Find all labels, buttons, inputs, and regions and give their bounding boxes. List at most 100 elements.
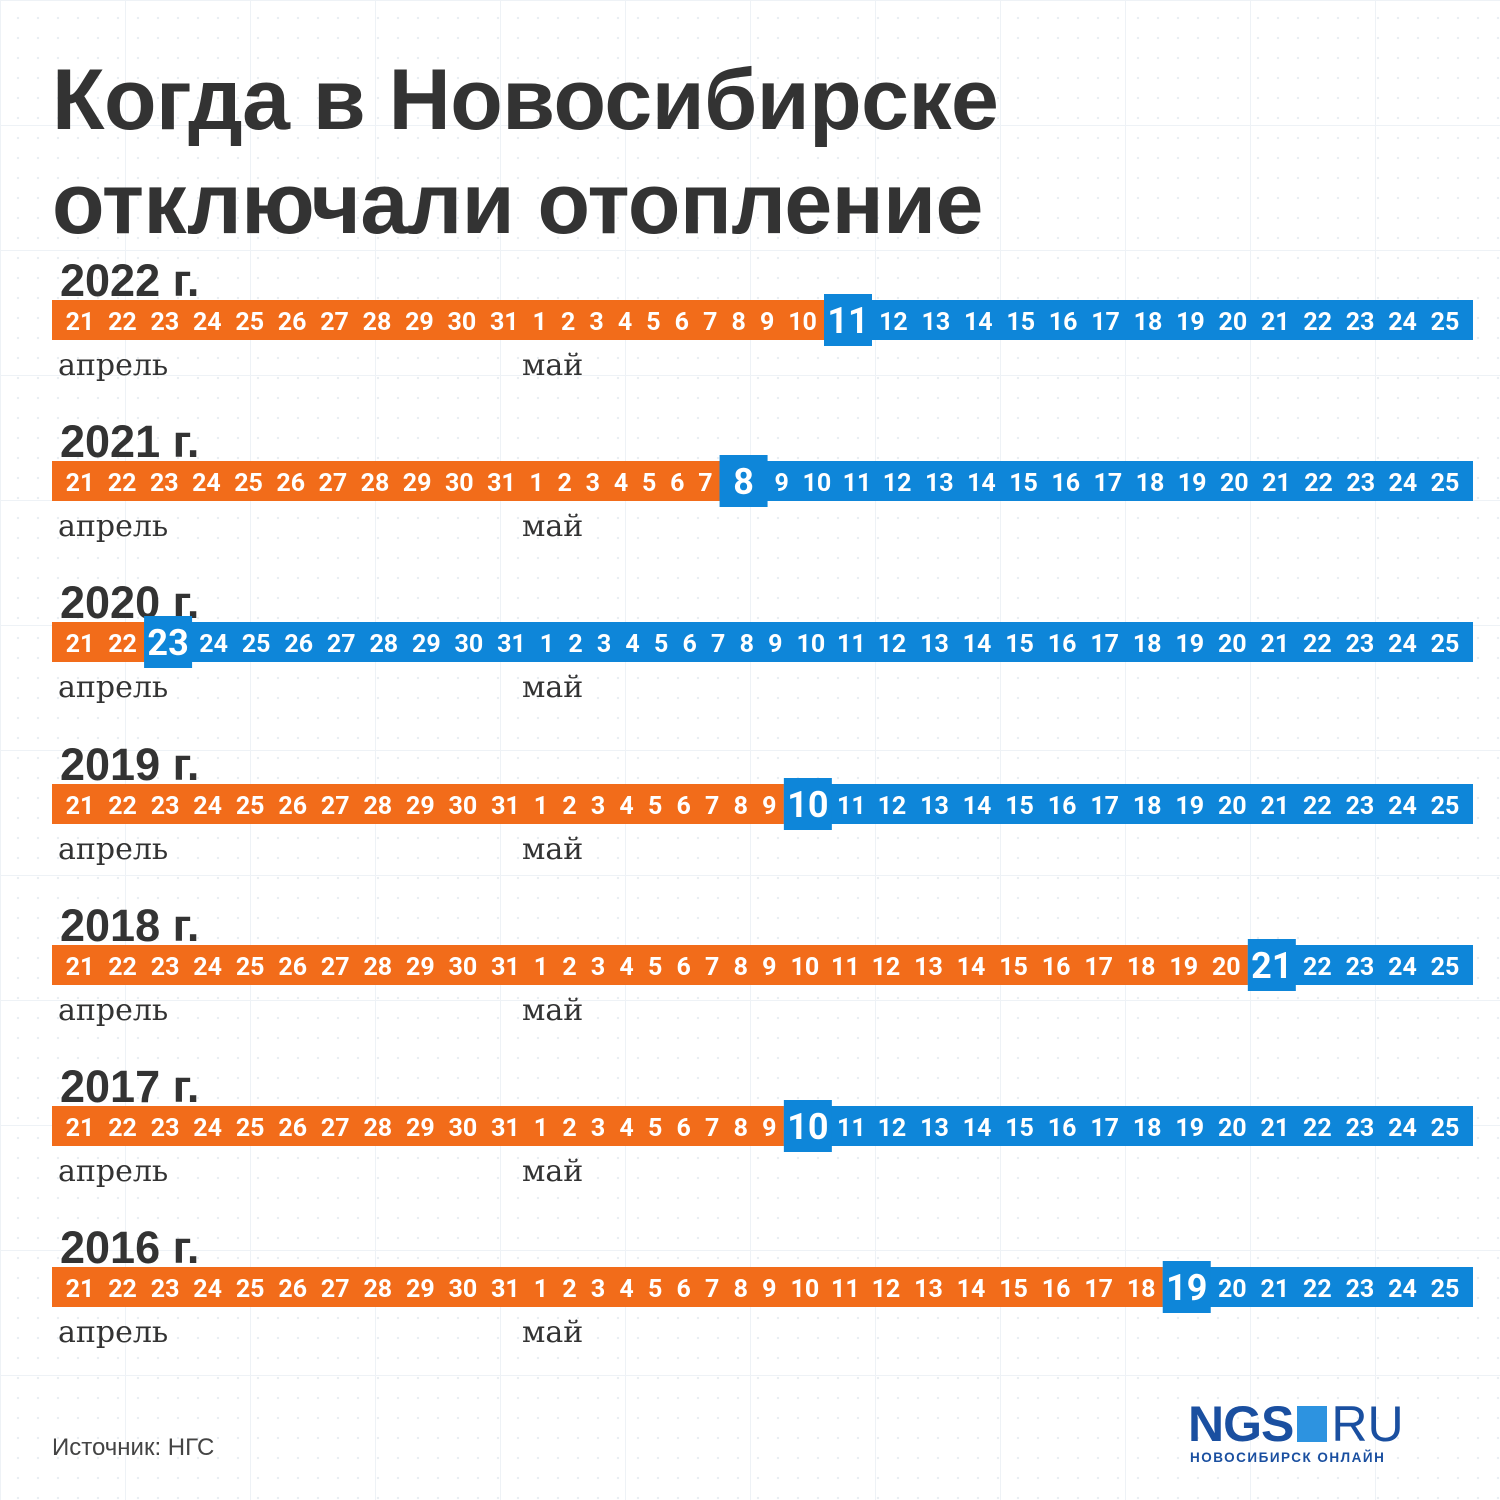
day-label: 31	[491, 1114, 520, 1143]
month-label-may: май	[522, 992, 584, 1028]
day-label: 1	[534, 792, 548, 821]
day-label: 8	[732, 308, 746, 337]
day-label: 22	[1303, 953, 1332, 982]
day-label: 30	[449, 792, 478, 821]
day-label: 13	[920, 1114, 949, 1143]
day-label: 25	[242, 630, 271, 659]
day-label: 23	[151, 953, 180, 982]
day-label: 2	[561, 308, 575, 337]
day-label: 25	[1431, 953, 1460, 982]
ngs-logo[interactable]: NGS RU НОВОСИБИРСК ОНЛАЙН	[1188, 1399, 1468, 1470]
day-label: 21	[1262, 469, 1291, 498]
month-label-april: апрель	[58, 348, 169, 383]
year-label: 2021 г.	[60, 416, 200, 468]
timeline-bar: 21 22 23 24 25 26 27 28 29 30 31 1 2 3 4 5 6 7 8 9 10 11 12 13 1…	[52, 294, 1473, 346]
day-label: 22	[108, 1114, 137, 1143]
day-label: 30	[448, 308, 477, 337]
day-label: 1	[540, 630, 554, 659]
day-label: 5	[654, 630, 668, 659]
day-label: 21	[66, 953, 95, 982]
day-label: 29	[406, 953, 435, 982]
day-label: 24	[1389, 469, 1418, 498]
day-label: 24	[1388, 792, 1417, 821]
day-label: 18	[1136, 469, 1165, 498]
day-label: 22	[1303, 308, 1332, 337]
day-label: 16	[1051, 469, 1080, 498]
day-label: 11	[837, 630, 866, 659]
day-label: 24	[199, 630, 228, 659]
day-label: 2	[562, 1275, 576, 1304]
day-label: 14	[967, 469, 996, 498]
day-label: 21	[1261, 308, 1290, 337]
day-label: 24	[192, 469, 221, 498]
day-label: 2	[562, 792, 576, 821]
timeline-bar: 21 22 23 24 25 26 27 28 29 30 31 1 2 3 4 5 6 7 8 9 10 11 12 13 1…	[52, 455, 1473, 508]
day-label: 14	[963, 1114, 992, 1143]
day-label: 21	[66, 1114, 95, 1143]
day-label: 27	[320, 308, 349, 337]
day-label: 9	[762, 953, 776, 982]
day-label: 1	[534, 953, 548, 982]
day-label: 8	[740, 630, 754, 659]
day-label: 13	[914, 953, 943, 982]
day-label: 1	[529, 469, 543, 498]
year-row: 2017 г. 21 22 23 24 25 26 27 28 29 30 31 1 2 3 4 5 6 7 8 9 10…	[0, 1062, 1500, 1222]
day-label: 11	[837, 792, 866, 821]
day-label: 23	[151, 792, 180, 821]
day-label: 25	[236, 1114, 265, 1143]
day-label: 29	[406, 792, 435, 821]
day-label: 15	[1006, 308, 1035, 337]
day-label: 1	[534, 1114, 548, 1143]
day-label: 15	[1005, 1114, 1034, 1143]
day-label: 12	[878, 630, 907, 659]
day-label: 3	[597, 630, 611, 659]
day-label: 18	[1134, 308, 1163, 337]
day-label: 9	[762, 1275, 776, 1304]
day-label: 17	[1084, 953, 1113, 982]
day-label: 22	[108, 469, 137, 498]
day-label: 13	[914, 1275, 943, 1304]
day-label: 25	[1431, 308, 1460, 337]
day-label: 29	[406, 1275, 435, 1304]
day-label: 3	[591, 1275, 605, 1304]
shutoff-day-label: 11	[827, 300, 868, 342]
shutoff-day-box	[1247, 938, 1296, 991]
day-label: 16	[1042, 953, 1071, 982]
day-label: 26	[278, 308, 307, 337]
shutoff-day-box	[1162, 1261, 1211, 1314]
shutoff-day-box	[783, 1100, 832, 1152]
day-label: 20	[1212, 953, 1241, 982]
timeline-bar: 21 22 23 24 25 26 27 28 29 30 31 1 2 3 4 5 6 7 8 9 10 11 12 13 1…	[52, 777, 1473, 830]
day-label: 3	[586, 469, 600, 498]
day-label: 21	[66, 308, 95, 337]
day-label: 11	[837, 1114, 866, 1143]
shutoff-day-label: 8	[733, 461, 754, 503]
day-label: 6	[677, 1275, 691, 1304]
day-label: 31	[490, 308, 519, 337]
timeline-bar: 21 22 23 24 25 26 27 28 29 30 31 1 2 3 4 5 6 7 8 9 10 11 12 13 1…	[52, 938, 1473, 991]
source-note: Источник: НГС	[52, 1434, 215, 1461]
day-label: 9	[762, 792, 776, 821]
title-line-2: отключали отопление	[52, 156, 983, 252]
logo-ru-text: RU	[1331, 1396, 1404, 1452]
day-label: 4	[618, 308, 632, 337]
day-label: 21	[1260, 792, 1289, 821]
day-label: 5	[648, 1275, 662, 1304]
day-label: 26	[278, 1114, 307, 1143]
day-label: 4	[614, 469, 628, 498]
day-label: 24	[1388, 953, 1417, 982]
month-label-april: апрель	[58, 831, 169, 867]
day-label: 21	[66, 1275, 95, 1304]
shutoff-day-label: 10	[787, 784, 828, 826]
day-label: 27	[321, 1275, 350, 1304]
year-row: 2019 г. 21 22 23 24 25 26 27 28 29 30 31 1 2 3 4 5 6 7 8 9 10…	[0, 739, 1500, 900]
year-row: 2018 г. 21 22 23 24 25 26 27 28 29 30 31 1 2 3 4 5 6 7 8 9 10…	[0, 900, 1500, 1061]
day-label: 8	[734, 1114, 748, 1143]
day-label: 22	[1303, 1275, 1332, 1304]
day-label: 20	[1218, 792, 1247, 821]
day-label: 18	[1133, 630, 1162, 659]
shutoff-day-label: 23	[147, 622, 188, 664]
day-label: 25	[1431, 630, 1460, 659]
day-label: 12	[883, 469, 912, 498]
day-label: 28	[363, 792, 392, 821]
